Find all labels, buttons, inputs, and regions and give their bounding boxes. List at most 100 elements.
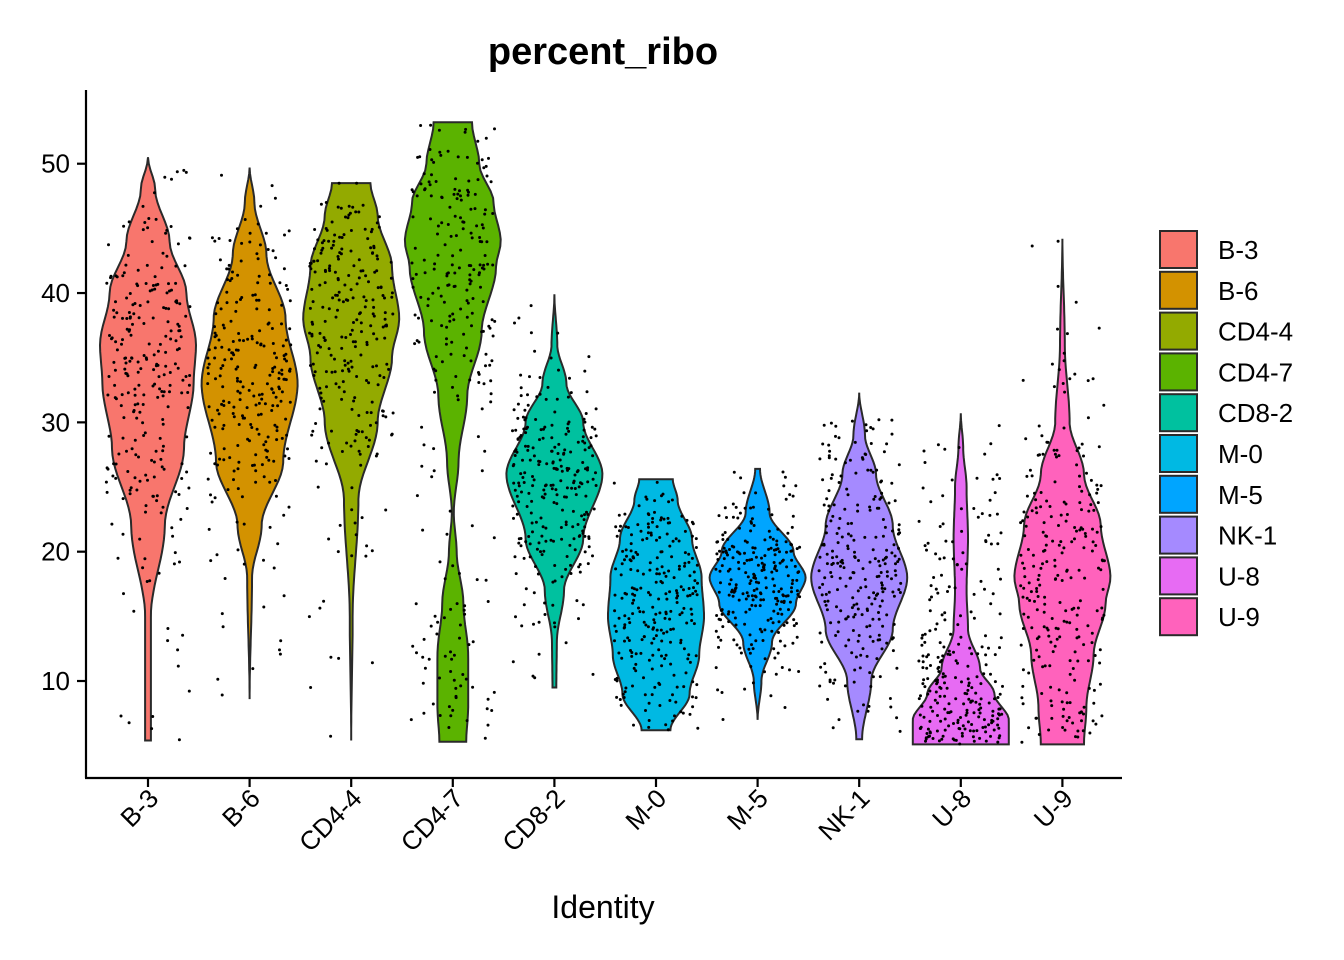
- violin-U-9: [1013, 238, 1112, 746]
- data-point-CD4-7: [484, 352, 488, 356]
- data-point-U-8: [993, 491, 997, 495]
- data-point-NK-1: [832, 681, 835, 685]
- data-point-M-0: [641, 572, 645, 576]
- data-point-CD4-7: [459, 248, 463, 252]
- data-point-U-9: [1086, 659, 1090, 663]
- data-point-CD8-2: [519, 544, 523, 548]
- data-point-M-0: [683, 564, 686, 568]
- data-point-NK-1: [829, 421, 833, 425]
- data-point-U-8: [928, 629, 932, 633]
- data-point-U-8: [984, 634, 987, 638]
- data-point-M-0: [669, 662, 673, 666]
- data-point-U-9: [1090, 631, 1094, 635]
- data-point-NK-1: [860, 456, 864, 460]
- data-point-CD4-4: [334, 382, 338, 386]
- data-point-M-5: [729, 578, 733, 582]
- data-point-M-5: [751, 681, 755, 685]
- data-point-B-6: [222, 447, 226, 451]
- data-point-B-3: [109, 276, 112, 280]
- data-point-CD4-4: [308, 264, 312, 268]
- data-point-CD4-4: [316, 259, 320, 263]
- data-point-B-6: [262, 443, 266, 447]
- data-point-U-8: [977, 715, 981, 719]
- data-point-B-6: [226, 278, 229, 282]
- data-point-M-0: [623, 639, 626, 643]
- data-point-CD8-2: [594, 407, 598, 411]
- data-point-B-6: [266, 248, 270, 251]
- data-point-NK-1: [829, 621, 833, 625]
- data-point-B-6: [271, 249, 275, 253]
- data-point-CD8-2: [556, 331, 560, 335]
- data-point-CD8-2: [551, 603, 555, 607]
- data-point-M-5: [777, 590, 781, 593]
- data-point-NK-1: [850, 419, 854, 423]
- data-point-CD8-2: [538, 438, 541, 442]
- data-point-NK-1: [835, 532, 839, 535]
- data-point-CD4-4: [346, 367, 350, 371]
- data-point-NK-1: [893, 499, 897, 503]
- data-point-B-3: [132, 410, 136, 414]
- data-point-U-8: [972, 616, 976, 620]
- data-point-NK-1: [826, 599, 830, 603]
- data-point-CD4-4: [365, 379, 368, 382]
- data-point-B-3: [112, 315, 116, 319]
- data-point-B-6: [257, 274, 261, 278]
- data-point-M-5: [786, 531, 790, 535]
- data-point-CD4-7: [478, 236, 482, 239]
- data-point-B-6: [253, 293, 257, 297]
- data-point-CD4-4: [336, 277, 340, 280]
- data-point-B-3: [159, 511, 163, 515]
- data-point-NK-1: [824, 592, 828, 596]
- data-point-CD4-4: [318, 386, 322, 390]
- data-point-NK-1: [817, 569, 821, 573]
- data-point-CD4-7: [435, 632, 439, 636]
- data-point-U-8: [961, 724, 965, 728]
- data-point-M-5: [716, 688, 720, 692]
- violin-CD4-4: [302, 182, 401, 741]
- data-point-M-0: [630, 651, 634, 654]
- data-point-NK-1: [838, 576, 842, 580]
- data-point-B-6: [262, 558, 265, 562]
- data-point-NK-1: [827, 504, 831, 508]
- data-point-U-9: [1034, 506, 1038, 510]
- data-point-CD4-4: [358, 311, 362, 315]
- data-point-CD8-2: [517, 481, 521, 485]
- y-tick-label: 50: [41, 149, 70, 179]
- data-point-M-5: [721, 550, 725, 554]
- data-point-B-3: [111, 474, 115, 478]
- data-point-M-5: [795, 547, 799, 551]
- data-point-CD8-2: [560, 537, 564, 541]
- data-point-NK-1: [869, 468, 873, 472]
- data-point-CD4-7: [458, 189, 461, 193]
- data-point-CD4-4: [361, 269, 365, 273]
- data-point-M-5: [798, 595, 802, 599]
- data-point-NK-1: [829, 476, 833, 480]
- data-point-U-8: [991, 714, 995, 718]
- data-point-U-8: [923, 544, 927, 548]
- data-point-CD4-7: [445, 337, 448, 341]
- data-point-CD4-7: [428, 148, 432, 151]
- data-point-M-0: [636, 553, 640, 556]
- legend-key-B-6: [1159, 270, 1198, 310]
- data-point-NK-1: [873, 495, 877, 498]
- data-point-CD4-4: [340, 397, 344, 401]
- data-point-CD4-7: [488, 326, 492, 330]
- data-point-U-8: [943, 717, 947, 721]
- data-point-U-9: [1061, 726, 1065, 729]
- data-point-B-6: [227, 348, 231, 352]
- data-point-NK-1: [873, 597, 877, 601]
- data-point-CD8-2: [540, 553, 544, 557]
- data-point-B-6: [249, 423, 253, 426]
- data-point-CD4-7: [451, 708, 455, 712]
- data-point-CD4-7: [438, 150, 442, 154]
- data-point-B-6: [288, 400, 292, 404]
- data-point-CD8-2: [587, 446, 591, 450]
- data-point-B-6: [276, 404, 280, 408]
- data-point-NK-1: [837, 481, 841, 484]
- data-point-U-8: [958, 727, 962, 731]
- data-point-U-8: [928, 609, 932, 613]
- data-point-CD4-4: [347, 213, 351, 217]
- data-point-B-3: [129, 333, 133, 337]
- data-point-CD4-7: [461, 673, 465, 676]
- data-point-U-8: [958, 742, 962, 746]
